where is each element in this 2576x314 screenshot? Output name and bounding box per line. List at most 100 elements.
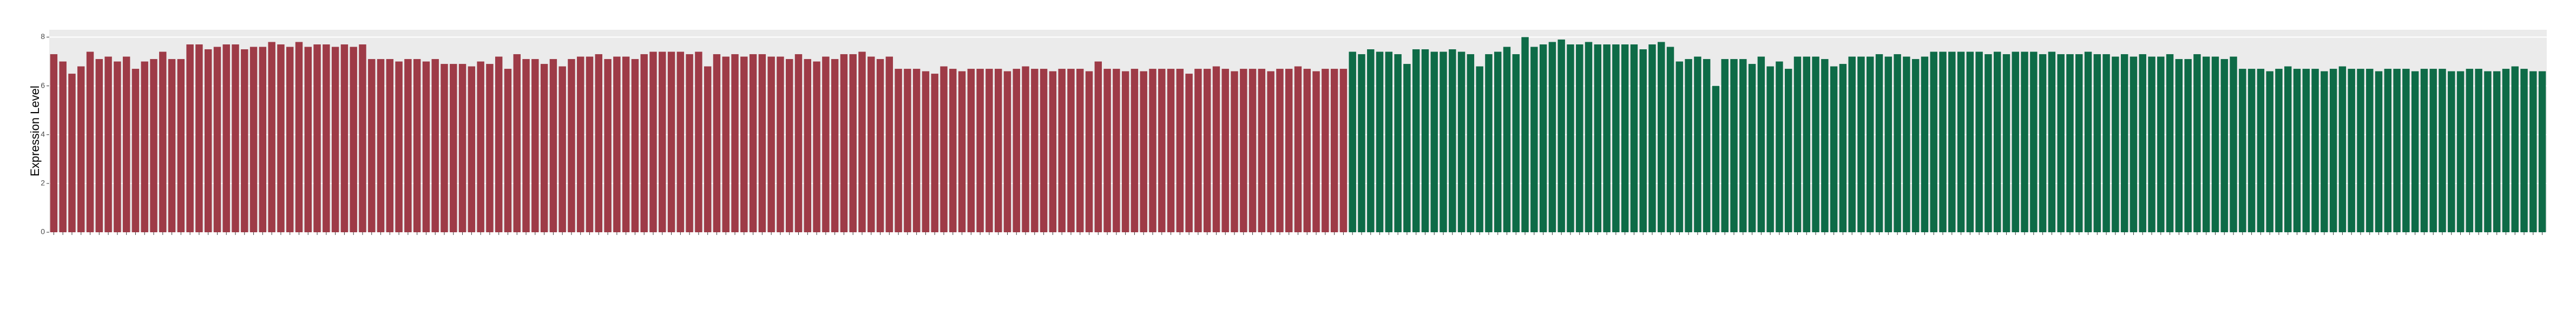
bar bbox=[1603, 44, 1611, 233]
bar bbox=[486, 64, 494, 232]
bar bbox=[1567, 44, 1574, 233]
bar bbox=[1240, 69, 1247, 233]
bar bbox=[604, 59, 612, 232]
bar bbox=[1294, 66, 1302, 232]
bar bbox=[2429, 69, 2437, 233]
bar bbox=[2493, 71, 2501, 232]
bar bbox=[259, 47, 267, 232]
bar bbox=[2248, 69, 2256, 233]
bar bbox=[50, 54, 58, 232]
bar bbox=[2411, 71, 2419, 232]
bar bbox=[1939, 51, 1947, 233]
bar bbox=[1367, 49, 1375, 233]
bar bbox=[277, 44, 285, 233]
bar bbox=[422, 61, 430, 233]
bar bbox=[1685, 59, 1692, 232]
bar bbox=[150, 59, 157, 232]
bar bbox=[1975, 51, 1983, 233]
bar bbox=[195, 44, 203, 233]
bar bbox=[495, 56, 503, 233]
bar bbox=[2420, 69, 2428, 233]
bar bbox=[2448, 71, 2455, 232]
bar bbox=[1276, 69, 1284, 233]
bar bbox=[640, 54, 648, 232]
bar bbox=[2230, 56, 2237, 233]
bar bbox=[1258, 69, 1266, 233]
bar bbox=[1857, 56, 1865, 233]
bar bbox=[1076, 69, 1084, 233]
bar bbox=[477, 61, 484, 233]
bar bbox=[1403, 64, 1411, 232]
bar bbox=[1785, 69, 1792, 233]
bar bbox=[1594, 44, 1602, 233]
y-tick-label: 0 bbox=[41, 227, 45, 236]
bar bbox=[186, 44, 194, 233]
bar bbox=[522, 59, 530, 232]
bar bbox=[1576, 44, 1583, 233]
bar bbox=[268, 42, 275, 232]
bar bbox=[1330, 69, 1338, 233]
bar bbox=[722, 56, 730, 233]
bar bbox=[858, 51, 866, 233]
bar bbox=[468, 66, 476, 232]
bar bbox=[794, 54, 803, 232]
bar bbox=[767, 56, 775, 233]
bar bbox=[2130, 56, 2138, 233]
bar bbox=[704, 66, 712, 232]
bar bbox=[2012, 51, 2019, 233]
bar bbox=[1349, 51, 1356, 233]
bar bbox=[2102, 54, 2110, 232]
y-tick-label: 2 bbox=[41, 179, 45, 187]
bar bbox=[350, 47, 357, 232]
bar bbox=[1894, 54, 1901, 232]
bar bbox=[2057, 54, 2065, 232]
bar bbox=[2439, 69, 2446, 233]
bar bbox=[1412, 49, 1420, 233]
bar bbox=[1984, 54, 1992, 232]
bar bbox=[1049, 71, 1057, 232]
bar bbox=[1421, 49, 1429, 233]
bar bbox=[2275, 69, 2283, 233]
bar bbox=[1022, 66, 1029, 232]
bar bbox=[359, 44, 366, 233]
bar bbox=[868, 56, 875, 233]
bar bbox=[1140, 71, 1147, 232]
bar bbox=[922, 71, 930, 232]
bar bbox=[758, 54, 766, 232]
bar bbox=[386, 59, 394, 232]
bar bbox=[2257, 69, 2265, 233]
bar bbox=[568, 59, 575, 232]
bar bbox=[2456, 71, 2465, 232]
bar bbox=[1267, 71, 1274, 232]
bar bbox=[1812, 56, 1819, 233]
bar bbox=[2166, 54, 2174, 232]
bar bbox=[622, 56, 630, 233]
bar bbox=[2393, 69, 2401, 233]
bar bbox=[241, 49, 248, 233]
bar bbox=[86, 51, 94, 233]
bar bbox=[586, 56, 594, 233]
bar bbox=[777, 56, 784, 233]
bar bbox=[786, 59, 793, 232]
bar bbox=[213, 47, 221, 232]
bar bbox=[2348, 69, 2355, 233]
bar bbox=[222, 44, 230, 233]
bar bbox=[613, 56, 621, 233]
y-tick-label: 8 bbox=[41, 32, 45, 41]
bar bbox=[1712, 86, 1720, 232]
bar bbox=[1457, 51, 1466, 233]
bar bbox=[1085, 71, 1093, 232]
bar bbox=[2030, 51, 2038, 233]
bar bbox=[1221, 69, 1229, 233]
bar bbox=[1911, 59, 1920, 232]
bar bbox=[2284, 66, 2292, 232]
bar bbox=[1612, 44, 1620, 233]
bar bbox=[1948, 51, 1956, 233]
bar bbox=[1639, 49, 1647, 233]
bar bbox=[822, 56, 830, 233]
bar bbox=[1285, 69, 1293, 233]
bar bbox=[949, 69, 957, 233]
bar bbox=[1585, 42, 1593, 232]
bar bbox=[2220, 59, 2228, 232]
bar bbox=[1675, 61, 1684, 233]
